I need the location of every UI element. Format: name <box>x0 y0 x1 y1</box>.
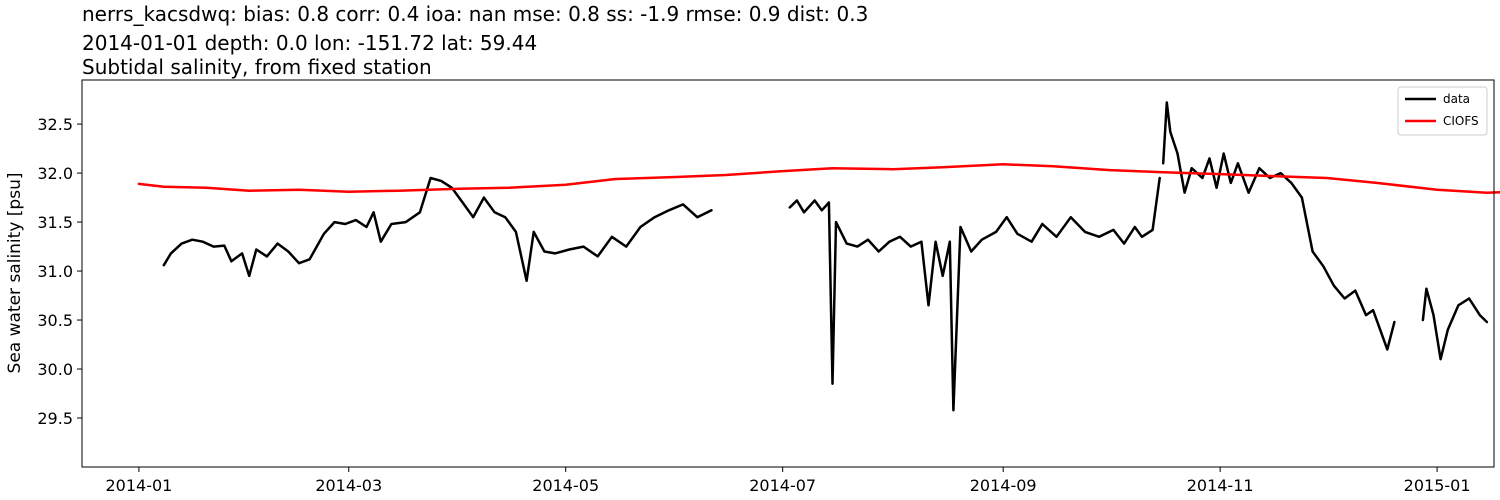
y-axis-label: Sea water salinity [psu] <box>5 173 25 374</box>
y-tick-label: 32.0 <box>37 164 73 183</box>
x-tick-label: 2014-09 <box>970 476 1037 495</box>
series-data-line-1 <box>788 176 1161 412</box>
y-tick-label: 30.0 <box>37 360 73 379</box>
legend-label-ciofs: CIOFS <box>1443 114 1479 128</box>
y-tick-label: 32.5 <box>37 115 73 134</box>
legend: data CIOFS <box>1397 86 1488 136</box>
series-data-line-2 <box>1161 101 1396 351</box>
series-data-line-0 <box>162 176 713 283</box>
x-tick-label: 2014-05 <box>532 476 599 495</box>
legend-label-data: data <box>1443 92 1470 106</box>
series-ciofs-line-0 <box>137 163 1500 194</box>
chart-title-station: 2014-01-01 depth: 0.0 lon: -151.72 lat: … <box>82 31 538 55</box>
x-tick-label: 2014-11 <box>1187 476 1254 495</box>
x-tick-label: 2015-01 <box>1404 476 1471 495</box>
x-tick-label: 2014-07 <box>749 476 816 495</box>
y-tick-label: 31.5 <box>37 213 73 232</box>
y-tick-label: 31.0 <box>37 262 73 281</box>
x-tick-label: 2014-03 <box>315 476 382 495</box>
series-data-line-3 <box>1421 287 1489 361</box>
x-tick-label: 2014-01 <box>105 476 172 495</box>
chart-title-metrics: nerrs_kacsdwq: bias: 0.8 corr: 0.4 ioa: … <box>82 2 869 26</box>
y-tick-label: 30.5 <box>37 311 73 330</box>
chart-title-description: Subtidal salinity, from fixed station <box>82 55 432 79</box>
plot-frame <box>81 79 1495 468</box>
y-tick-label: 29.5 <box>37 409 73 428</box>
